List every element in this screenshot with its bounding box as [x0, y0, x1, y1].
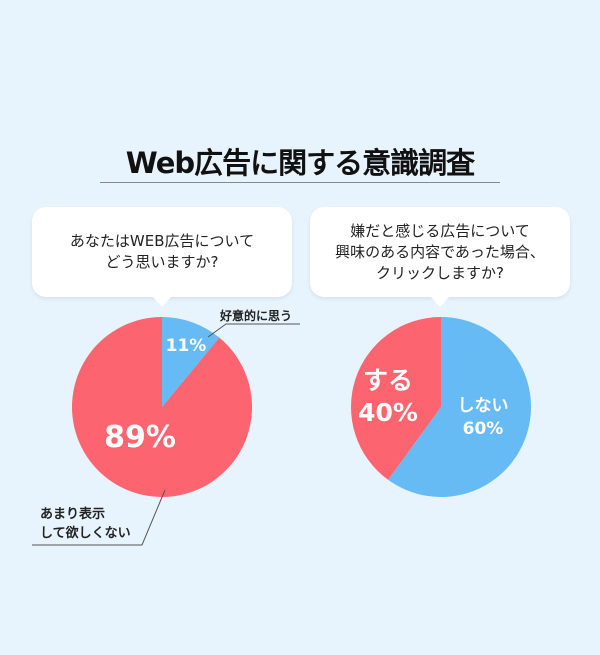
value-label: 11%: [166, 336, 207, 356]
leader-line: [32, 489, 166, 546]
pie-chart-1: [72, 317, 253, 498]
leader-line: [207, 323, 300, 338]
pie-slice: [388, 316, 532, 497]
slice-label: 好意的に思う: [219, 308, 292, 323]
value-label: 60%: [463, 419, 504, 439]
pie-slice: [162, 317, 220, 407]
slice-label: して欲しくない: [40, 525, 131, 541]
question-line: どう思いますか?: [105, 253, 219, 271]
question-line: クリックしますか?: [376, 263, 504, 282]
title-divider: [100, 182, 500, 183]
question-bubble-2: 嫌だと感じる広告について 興味のある内容であった場合、 クリックしますか?: [310, 207, 570, 307]
value-label: 89%: [104, 420, 176, 455]
question-line: 興味のある内容であった場合、: [335, 242, 545, 261]
pie-slice: [72, 317, 253, 498]
pie-chart-2: [351, 316, 532, 497]
page-title: Web広告に関する意識調査: [125, 146, 475, 180]
value-label: 40%: [358, 398, 418, 427]
question-line: あなたはWEB広告について: [69, 232, 255, 250]
slice-label: する: [363, 366, 413, 395]
slice-label: しない: [458, 396, 509, 416]
slice-label: あまり表示: [40, 506, 105, 522]
pie-slice: [351, 317, 441, 480]
question-line: 嫌だと感じる広告について: [350, 221, 530, 240]
question-bubble-1: あなたはWEB広告について どう思いますか?: [32, 207, 292, 307]
